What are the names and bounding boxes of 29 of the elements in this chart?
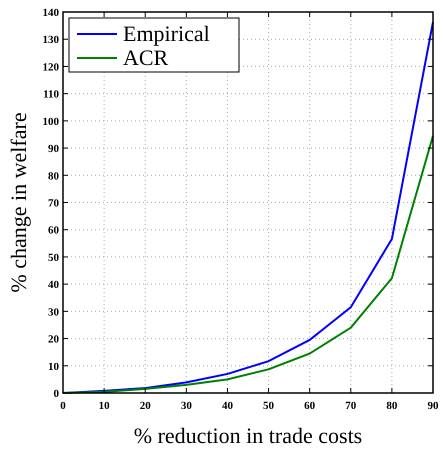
y-tick-label: 110	[43, 88, 60, 101]
y-tick-label: 120	[42, 61, 60, 74]
line-series	[62, 134, 434, 394]
x-axis-title: % reduction in trade costs	[134, 423, 362, 448]
x-tick-label: 10	[98, 400, 110, 412]
legend-label: Empirical	[123, 21, 210, 46]
x-tick-label: 50	[263, 400, 275, 412]
y-tick-label: 60	[48, 224, 60, 237]
y-tick-label: 80	[48, 170, 60, 182]
x-tick-label: 30	[180, 400, 192, 412]
x-tick-label: 80	[386, 400, 398, 412]
x-tick-label: 40	[222, 400, 234, 412]
y-tick-label: 140	[42, 7, 60, 19]
x-tick-label: 90	[428, 400, 439, 412]
legend-label: ACR	[123, 45, 169, 70]
y-tick-label: 20	[48, 334, 60, 346]
y-tick-label: 90	[48, 143, 60, 156]
y-tick-label: 30	[48, 306, 60, 318]
y-tick-label: 40	[48, 279, 60, 292]
y-axis-title: % change in welfare	[6, 112, 31, 293]
y-tick-label: 0	[54, 388, 60, 400]
x-tick-label: 60	[304, 400, 316, 412]
y-tick-label: 50	[48, 252, 60, 264]
y-tick-label: 130	[42, 34, 60, 46]
x-tick-label: 70	[345, 400, 357, 412]
x-tick-label: 20	[140, 400, 152, 412]
y-tick-label: 70	[48, 198, 60, 210]
y-tick-label: 10	[48, 360, 60, 373]
y-tick-label: 100	[42, 116, 60, 128]
